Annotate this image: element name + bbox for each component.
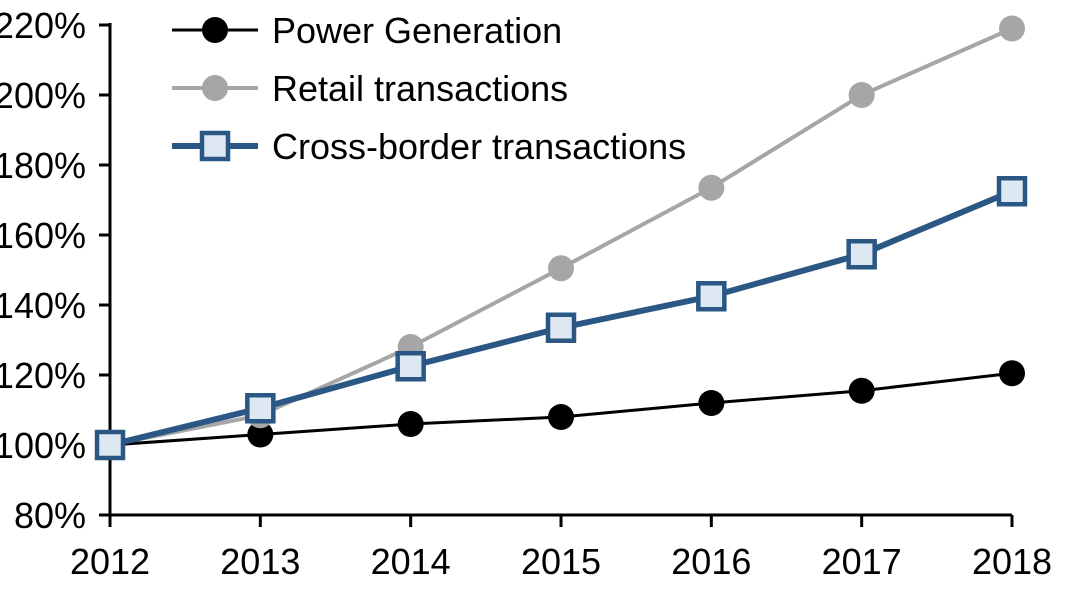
marker-circle-power-generation	[548, 404, 574, 430]
y-axis-tick-label: 100%	[0, 425, 86, 466]
x-axis-tick-label: 2017	[822, 541, 902, 582]
x-axis-tick-label: 2014	[371, 541, 451, 582]
marker-circle-retail-transactions	[202, 75, 228, 101]
y-axis-tick-label: 160%	[0, 215, 86, 256]
legend: Power Generation Retail transactions Cross…	[172, 10, 686, 167]
marker-square-cross-border-transactions	[199, 130, 231, 162]
y-axis-tick-label: 80%	[14, 495, 86, 536]
x-axis-tick-label: 2013	[220, 541, 300, 582]
legend-item-cross-border-transactions: Cross-border transactions	[172, 126, 686, 167]
y-axis-tick-label: 120%	[0, 355, 86, 396]
legend-label-cross-border-transactions: Cross-border transactions	[272, 126, 686, 167]
x-axis-tick-label: 2015	[521, 541, 601, 582]
marker-square-cross-border-transactions	[94, 429, 126, 461]
marker-circle-power-generation	[848, 377, 875, 404]
legend-label-power-generation: Power Generation	[272, 10, 562, 51]
series-power-generation	[97, 360, 1025, 458]
x-axis-tick-label: 2012	[70, 541, 150, 582]
marker-square-cross-border-transactions	[395, 351, 426, 382]
marker-square-cross-border-transactions	[245, 393, 276, 424]
marker-circle-retail-transactions	[548, 255, 574, 282]
marker-square-cross-border-transactions	[846, 239, 877, 270]
y-axis-tick-label: 220%	[0, 5, 86, 46]
series-cross-border-transactions	[94, 176, 1028, 461]
legend-item-retail-transactions: Retail transactions	[172, 68, 568, 109]
y-axis-tick-label: 200%	[0, 75, 86, 116]
x-axis-tick-label: 2018	[972, 541, 1052, 582]
marker-square-cross-border-transactions	[996, 176, 1028, 207]
marker-circle-power-generation	[999, 360, 1025, 387]
legend-label-retail-transactions: Retail transactions	[272, 68, 568, 109]
y-axis-tick-label: 180%	[0, 145, 86, 186]
marker-circle-power-generation	[397, 411, 424, 437]
x-axis-tick-label: 2016	[671, 541, 751, 582]
legend-item-power-generation: Power Generation	[172, 10, 562, 51]
marker-square-cross-border-transactions	[696, 281, 727, 312]
y-axis-tick-label: 140%	[0, 285, 86, 326]
marker-circle-retail-transactions	[848, 82, 875, 108]
marker-circle-retail-transactions	[999, 15, 1025, 42]
marker-circle-power-generation	[247, 421, 274, 448]
marker-circle-retail-transactions	[698, 174, 725, 201]
marker-circle-power-generation	[202, 17, 228, 43]
marker-circle-power-generation	[698, 390, 725, 416]
marker-square-cross-border-transactions	[545, 312, 577, 343]
